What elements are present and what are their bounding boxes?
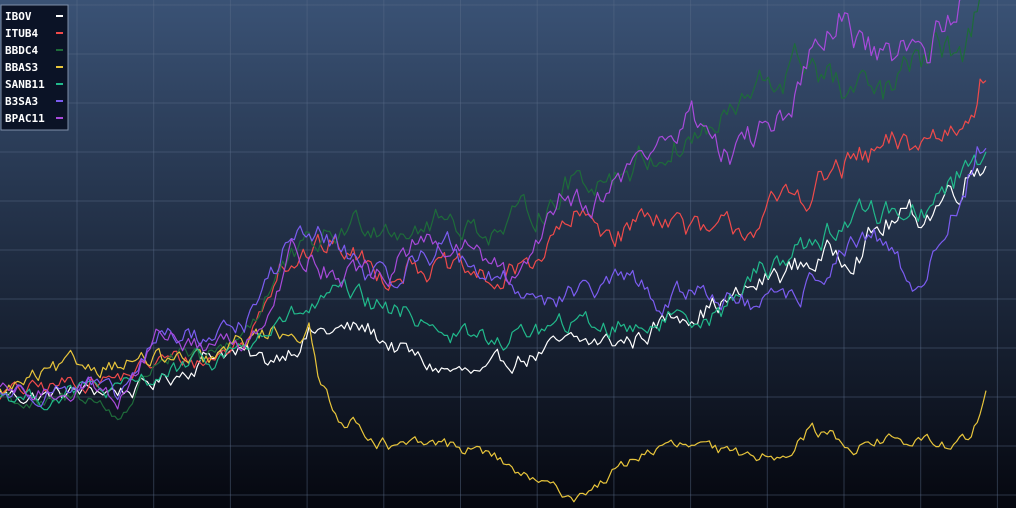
- legend-label-bbas3: BBAS3: [5, 61, 38, 74]
- legend-label-bpac11: BPAC11: [5, 112, 45, 125]
- legend-label-ibov: IBOV: [5, 10, 32, 23]
- series-layer: [0, 0, 987, 503]
- series-line-bbdc4: [0, 0, 980, 421]
- series-line-bbas3: [0, 322, 987, 503]
- series-line-bpac11: [0, 0, 961, 410]
- legend-label-itub4: ITUB4: [5, 27, 38, 40]
- series-line-sanb11: [0, 151, 987, 411]
- legend-label-sanb11: SANB11: [5, 78, 45, 91]
- legend-label-bbdc4: BBDC4: [5, 44, 38, 57]
- legend-label-b3sa3: B3SA3: [5, 95, 38, 108]
- series-line-b3sa3: [0, 146, 987, 407]
- series-line-itub4: [0, 78, 987, 400]
- chart-legend: IBOV ITUB4 BBDC4 BBAS3 SANB11 B3SA3 BPAC11: [0, 4, 69, 131]
